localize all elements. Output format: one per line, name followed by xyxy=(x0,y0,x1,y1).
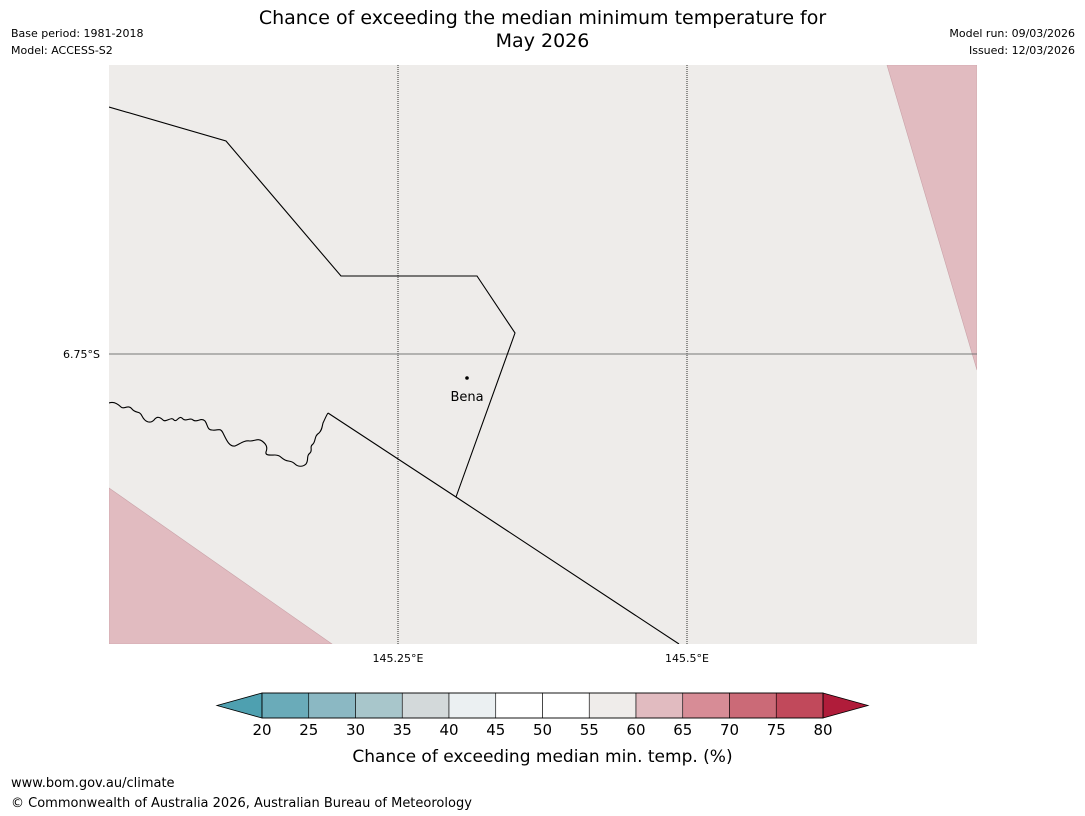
coastline xyxy=(109,401,329,467)
model-run-label: Model run: 09/03/2026 xyxy=(949,27,1075,40)
colorbar-frame xyxy=(261,692,824,719)
title-line-2: May 2026 xyxy=(495,30,590,52)
colorbar-tick-label: 80 xyxy=(813,721,832,739)
colorbar-tick-label: 65 xyxy=(673,721,692,739)
colorbar-tick-label: 55 xyxy=(580,721,599,739)
colorbar-tick-label: 70 xyxy=(720,721,739,739)
colorbar-over-arrow xyxy=(822,692,870,719)
colorbar-tick-label: 25 xyxy=(299,721,318,739)
colorbar-segment xyxy=(729,692,777,719)
colorbar-segment xyxy=(635,692,684,719)
colorbar-segment xyxy=(588,692,637,719)
place-label-bena: Bena xyxy=(450,390,483,405)
colorbar-ticks: 20 25 30 35 40 45 50 55 60 65 70 75 80 xyxy=(252,721,832,739)
website-link[interactable]: www.bom.gov.au/climate xyxy=(11,776,175,791)
colorbar-segment xyxy=(308,692,356,719)
colorbar-segment xyxy=(775,692,824,719)
colorbar-tick-label: 60 xyxy=(626,721,645,739)
issued-label: Issued: 12/03/2026 xyxy=(968,44,1075,57)
latitude-label-6-75: 6.75°S xyxy=(63,348,100,361)
colorbar-segment xyxy=(682,692,730,719)
colorbar-under-arrow xyxy=(215,692,263,719)
footer: www.bom.gov.au/climate © Commonwealth of… xyxy=(11,774,472,814)
map-panel: Bena 6.75°S 145.25°E 145.5°E xyxy=(63,65,977,665)
figure-canvas: Bena 6.75°S 145.25°E 145.5°E 20 25 30 35 40 4… xyxy=(63,65,977,767)
colorbar-legend: 20 25 30 35 40 45 50 55 60 65 70 75 80 Chance of exc… xyxy=(215,692,870,767)
place-marker-bena xyxy=(465,376,469,380)
metadata-right: Model run: 09/03/2026 Issued: 12/03/2026 xyxy=(949,25,1075,59)
colorbar-tick-label: 50 xyxy=(533,721,552,739)
district-boundary-south xyxy=(327,412,680,644)
colorbar-segment xyxy=(355,692,403,719)
colorbar-segment xyxy=(401,692,450,719)
probability-region-lower-left xyxy=(109,487,333,644)
longitude-label-145-5: 145.5°E xyxy=(665,652,709,665)
colorbar-title: Chance of exceeding median min. temp. (%… xyxy=(352,747,732,767)
colorbar-tick-label: 45 xyxy=(486,721,505,739)
colorbar-tick-label: 20 xyxy=(252,721,271,739)
probability-region-upper-right xyxy=(886,65,977,371)
colorbar-tick-label: 30 xyxy=(346,721,365,739)
title-line-1: Chance of exceeding the median minimum t… xyxy=(258,7,827,29)
metadata-left: Base period: 1981-2018 Model: ACCESS-S2 xyxy=(11,25,143,59)
longitude-label-145-25: 145.25°E xyxy=(373,652,424,665)
colorbar-segments xyxy=(261,692,824,719)
colorbar-tick-label: 75 xyxy=(767,721,786,739)
model-label: Model: ACCESS-S2 xyxy=(11,44,113,57)
colorbar-segment xyxy=(542,692,590,719)
colorbar-tick-label: 35 xyxy=(393,721,412,739)
colorbar-segment xyxy=(448,692,497,719)
colorbar-segment xyxy=(261,692,310,719)
colorbar-segment xyxy=(495,692,543,719)
copyright-notice: © Commonwealth of Australia 2026, Austra… xyxy=(11,796,472,811)
base-period-label: Base period: 1981-2018 xyxy=(11,27,144,40)
map-title: Chance of exceeding the median minimum t… xyxy=(200,7,885,53)
district-boundary-north xyxy=(109,106,516,498)
colorbar-tick-label: 40 xyxy=(439,721,458,739)
